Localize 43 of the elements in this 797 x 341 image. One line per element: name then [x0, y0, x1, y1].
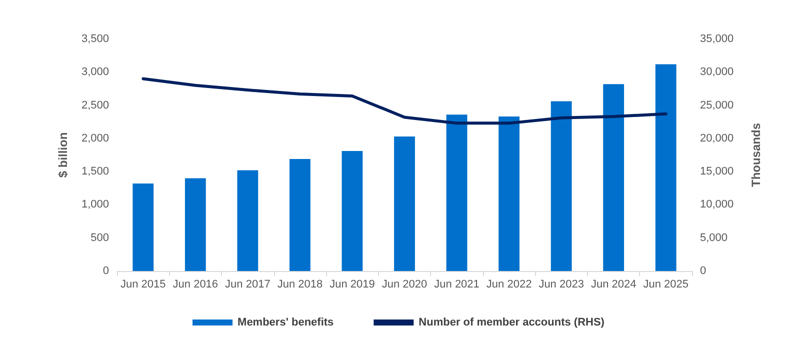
x-tick-label: Jun 2023: [538, 278, 584, 290]
y2-tick-label: 35,000: [700, 33, 734, 45]
bar: [498, 116, 520, 271]
x-tick-label: Jun 2021: [434, 278, 480, 290]
y-tick-label: 3,500: [81, 33, 109, 45]
x-tick-label: Jun 2024: [590, 278, 636, 290]
y2-tick-label: 5,000: [700, 232, 728, 244]
y-tick-label: 3,000: [81, 66, 109, 78]
x-tick-label: Jun 2015: [120, 278, 166, 290]
bar: [290, 158, 310, 271]
y-tick-label: 2,000: [81, 132, 109, 144]
bar: [132, 184, 154, 271]
y-tick-label: 500: [90, 232, 109, 244]
y2-tick-label: 0: [700, 265, 706, 277]
y-tick-label: 1,000: [81, 198, 109, 211]
y2-tick-label: 20,000: [700, 132, 734, 144]
x-tick-label: Jun 2018: [277, 278, 323, 290]
x-tick-label: Jun 2019: [330, 278, 375, 290]
bar: [550, 101, 572, 271]
y2-tick-label: 25,000: [700, 99, 734, 112]
x-tick-label: Jun 2016: [172, 278, 218, 290]
bar: [342, 151, 363, 271]
legend-label: Number of member accounts (RHS): [418, 316, 605, 328]
bar: [237, 170, 258, 271]
bar: [603, 84, 624, 271]
y-tick-label: 1,500: [81, 166, 109, 178]
line-series: [142, 77, 668, 125]
y2-tick-label: 30,000: [700, 66, 734, 78]
bar: [184, 178, 206, 271]
x-tick-label: Jun 2022: [486, 278, 532, 290]
y-tick-label: 0: [102, 265, 109, 277]
bar: [394, 136, 415, 271]
x-tick-label: Jun 2020: [382, 278, 428, 290]
legend-label: Members' benefits: [238, 316, 334, 328]
y2-axis-title: Thousands: [749, 122, 763, 188]
x-tick-label: Jun 2017: [225, 278, 270, 290]
x-tick-label: Jun 2025: [643, 278, 688, 290]
y2-tick-label: 15,000: [700, 166, 734, 178]
y-tick-label: 2,500: [81, 99, 109, 112]
y-axis-title: $ billion: [56, 132, 70, 178]
y2-tick-label: 10,000: [700, 198, 734, 211]
bar: [655, 64, 676, 271]
bar: [446, 114, 468, 271]
